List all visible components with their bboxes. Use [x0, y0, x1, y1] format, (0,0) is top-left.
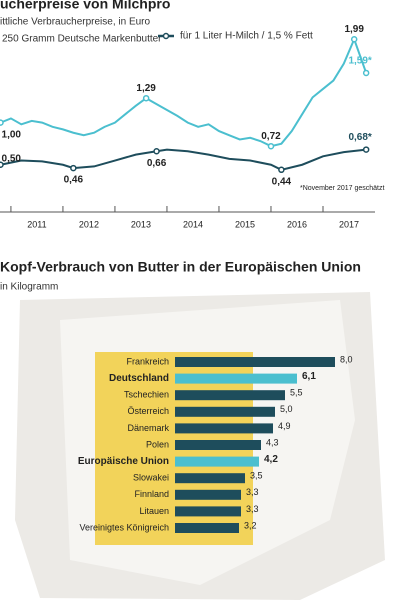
bar	[175, 357, 335, 367]
bar	[175, 440, 261, 450]
legend-swatch	[162, 32, 170, 40]
data-label: 3,5	[250, 471, 263, 481]
bar	[175, 456, 259, 467]
data-label: 5,5	[290, 388, 303, 398]
category-label: Tschechien	[124, 390, 169, 400]
category-label: Slowakei	[133, 473, 169, 483]
point	[70, 164, 77, 172]
x-tick-label: 2016	[287, 219, 307, 229]
chart-title: ucherpreise von Milchpro	[0, 0, 170, 12]
chart-title: Kopf-Verbrauch von Butter in der Europäi…	[0, 259, 361, 275]
data-label: 4,9	[278, 421, 291, 431]
data-label: 3,3	[246, 504, 259, 514]
data-label: 0,50	[2, 153, 22, 164]
line	[0, 36, 368, 148]
chart-subtitle: ittliche Verbraucherpreise, in Euro	[0, 17, 151, 28]
point	[267, 142, 275, 150]
category-label: Litauen	[139, 506, 169, 516]
x-tick-label: 2014	[183, 219, 203, 229]
bar	[175, 406, 275, 417]
data-label: 1,29	[136, 83, 156, 94]
data-label: 3,2	[244, 520, 257, 530]
data-label: 1,99	[344, 24, 364, 35]
point	[278, 166, 285, 174]
point	[0, 161, 4, 168]
point	[362, 146, 370, 153]
x-tick-label: 2017	[339, 219, 359, 229]
bar	[175, 373, 297, 384]
bar	[175, 473, 245, 484]
data-label: 0,44	[272, 176, 292, 187]
data-label: 0,68*	[348, 132, 371, 143]
category-label: Vereinigtes Königreich	[79, 522, 169, 532]
legend-label: 250 Gramm Deutsche Markenbutter	[2, 34, 162, 45]
x-tick-label: 2015	[235, 219, 255, 229]
data-label: 8,0	[340, 354, 353, 364]
point	[362, 69, 370, 77]
data-label: 5,0	[280, 404, 293, 414]
category-label: Österreich	[127, 406, 169, 416]
data-label: 0,66	[147, 158, 167, 169]
data-label: 0,72	[261, 131, 281, 142]
point	[142, 94, 150, 102]
bar	[175, 523, 239, 533]
category-label: Europäische Union	[78, 456, 169, 467]
line	[0, 148, 367, 171]
x-tick-label: 2012	[79, 219, 99, 229]
point	[350, 36, 358, 43]
data-label: 6,1	[302, 371, 316, 382]
category-label: Finnland	[134, 489, 169, 499]
legend-label: für 1 Liter H-Milch / 1,5 % Fett	[180, 31, 313, 42]
data-label: 1,00	[2, 129, 22, 140]
data-label: 4,3	[266, 437, 279, 447]
category-label: Frankreich	[126, 356, 169, 366]
point	[0, 119, 4, 126]
category-label: Dänemark	[127, 423, 169, 433]
bar	[175, 506, 241, 517]
chart-subtitle: in Kilogramm	[0, 282, 58, 293]
data-label: 3,3	[246, 487, 259, 497]
bar	[175, 423, 273, 434]
note: *November 2017 geschätzt	[300, 185, 384, 192]
point	[153, 148, 160, 155]
data-label: 4,2	[264, 454, 278, 465]
data-label: 1,59*	[348, 56, 371, 67]
bar	[175, 489, 241, 500]
x-tick-label: 2011	[27, 219, 46, 229]
category-label: Polen	[146, 439, 169, 449]
category-label: Deutschland	[109, 373, 169, 384]
x-tick-label: 2013	[131, 219, 151, 229]
bar	[175, 390, 285, 401]
data-label: 0,46	[64, 175, 84, 186]
